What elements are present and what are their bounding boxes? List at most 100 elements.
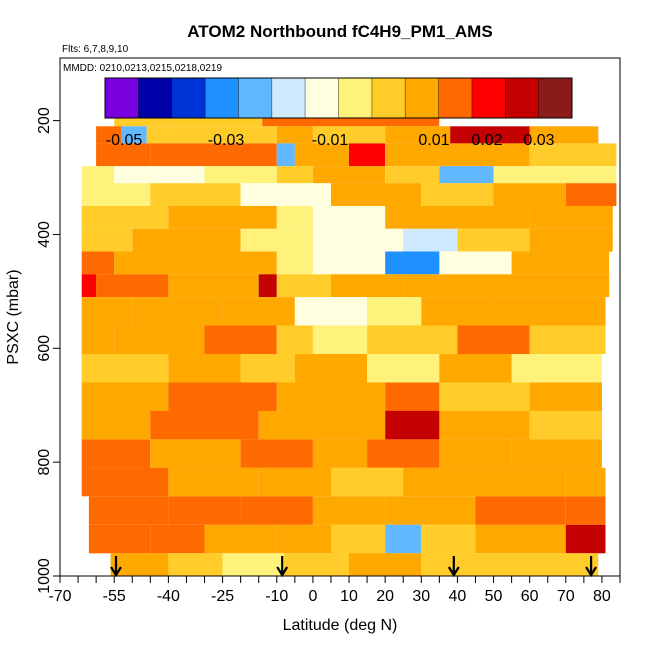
heatmap-cell [367, 228, 404, 252]
x-tick-label: -40 [157, 588, 180, 605]
heatmap-cell [150, 439, 241, 468]
heatmap-cell [168, 496, 241, 525]
heatmap-cell [168, 206, 277, 229]
heatmap-cell [457, 206, 530, 229]
x-tick-label: 70 [557, 588, 575, 605]
y-tick-label: 200 [36, 107, 53, 134]
heatmap-cell [132, 228, 241, 252]
chart-title: ATOM2 Northbound fC4H9_PM1_AMS [187, 22, 492, 41]
heatmap-cell [385, 166, 440, 184]
heatmap-cell [204, 166, 277, 184]
heatmap-cell [81, 325, 115, 354]
heatmap-cell [475, 496, 566, 525]
x-tick-label: 20 [376, 588, 394, 605]
heatmap-cell [385, 126, 451, 144]
heatmap-cell [294, 354, 368, 383]
heatmap-cell [421, 183, 494, 206]
heatmap-cell [81, 166, 115, 184]
heatmap-cell [331, 183, 422, 206]
heatmap-cell [349, 382, 386, 411]
colorbar-swatch [538, 78, 573, 118]
heatmap-cell [150, 524, 205, 554]
heatmap-cell [312, 228, 368, 252]
heatmap-cell [385, 524, 422, 554]
heatmap-cell [204, 524, 277, 554]
heatmap-cell [450, 126, 530, 144]
heatmap-cell [385, 143, 458, 167]
heatmap-cell [258, 467, 331, 497]
heatmap-cell [240, 183, 331, 206]
heatmap-cell [96, 126, 122, 144]
colorbar-tick-label: -0.03 [208, 132, 245, 149]
heatmap-cell [150, 410, 259, 440]
heatmap-cell [493, 183, 566, 206]
heatmap-cell [312, 496, 386, 525]
heatmap-cell [132, 297, 223, 326]
heatmap-cell [493, 553, 599, 576]
heatmap-cell [565, 524, 606, 554]
heatmap-cell [457, 228, 530, 252]
heatmap-cell [457, 143, 530, 167]
flight-marker-arrowhead [276, 566, 289, 578]
heatmap-cell [529, 410, 602, 440]
heatmap-cell [385, 206, 458, 229]
heatmap-cell [168, 354, 241, 383]
x-tick-label: 0 [308, 588, 317, 605]
heatmap-cell [81, 354, 169, 383]
heatmap-cell [385, 251, 440, 275]
heatmap-cell [276, 382, 350, 411]
heatmap-cell [439, 410, 530, 440]
heatmap-cell [81, 410, 151, 440]
heatmap-cell [331, 274, 404, 298]
heatmap-cell [312, 126, 386, 144]
heatmap-cell [276, 274, 331, 298]
heatmap-cell [81, 297, 133, 326]
flight-markers [110, 556, 598, 578]
colorbar-tick-label: -0.01 [312, 132, 349, 149]
colorbar-tick-label: 0.01 [418, 132, 449, 149]
y-tick-label: 400 [36, 221, 53, 248]
heatmap-cell [349, 143, 386, 167]
colorbar-swatch [438, 78, 473, 118]
heatmap-cell [114, 166, 205, 184]
heatmap-cell [385, 496, 476, 525]
x-tick-label: 50 [485, 588, 503, 605]
flight-marker-arrowhead [585, 566, 598, 578]
colorbar-swatch [171, 78, 206, 118]
colorbar-swatch [338, 78, 373, 118]
colorbar-swatch [238, 78, 273, 118]
heatmap-cell [168, 126, 277, 144]
heatmap-cell [367, 325, 458, 354]
heatmap-cell [367, 354, 440, 383]
colorbar-frame [104, 77, 573, 119]
heatmap-cell [168, 553, 223, 576]
heatmap-cell [331, 467, 404, 497]
plot-frame [59, 57, 621, 577]
colorbar-tick-label: -0.05 [106, 132, 143, 149]
heatmap-cell [529, 143, 617, 167]
heatmap-cell [276, 206, 313, 229]
heatmap-cell [150, 143, 277, 167]
colorbar-tick-label: 0.02 [471, 132, 502, 149]
heatmap-cell [88, 496, 169, 525]
heatmap-cell [294, 143, 349, 167]
heatmap-cell [421, 524, 476, 554]
heatmap-cell [565, 467, 606, 497]
x-tick-label: 10 [340, 588, 358, 605]
x-tick-label: -25 [211, 588, 234, 605]
heatmap-cell [439, 439, 512, 468]
heatmap-cell [81, 274, 97, 298]
heatmap-cell [276, 126, 313, 144]
heatmap-cell [529, 228, 613, 252]
heatmap-cell [121, 126, 147, 144]
heatmap-cell [529, 126, 599, 144]
heatmap-cell [222, 297, 295, 326]
heatmap-cell [204, 251, 277, 275]
heatmap-cell [565, 183, 617, 206]
axes: -70 -55 -40 -25 -10 0 10 20 30 40 50 60 70 80 200 400 60… [36, 107, 621, 605]
flight-marker-arrowhead [447, 566, 460, 578]
heatmap-cell [81, 251, 115, 275]
heatmap-cells [81, 103, 617, 576]
x-tick-label: 60 [521, 588, 539, 605]
